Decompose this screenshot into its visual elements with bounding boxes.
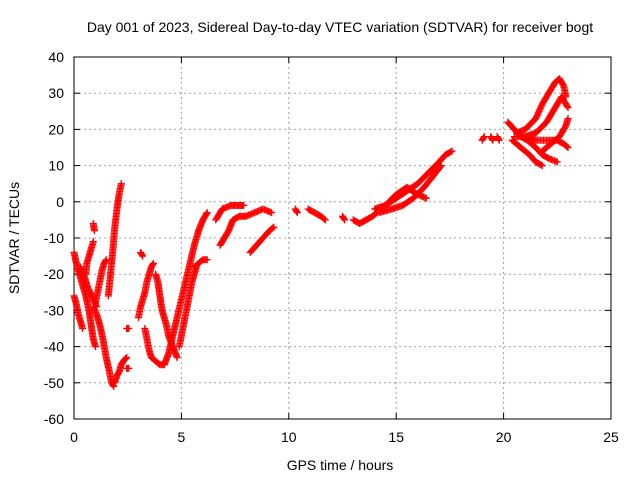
data-point bbox=[489, 136, 497, 144]
data-point bbox=[202, 210, 210, 218]
data-point bbox=[117, 180, 125, 188]
data-point bbox=[293, 209, 301, 217]
y-tick-label: -30 bbox=[44, 302, 64, 318]
y-tick-label: -50 bbox=[44, 375, 64, 391]
data-point bbox=[110, 382, 118, 390]
y-tick-label: -10 bbox=[44, 230, 64, 246]
data-point bbox=[203, 256, 211, 264]
data-point bbox=[480, 133, 488, 141]
y-tick-label: -60 bbox=[44, 411, 64, 427]
data-point bbox=[89, 238, 97, 246]
data-point bbox=[173, 353, 181, 361]
data-point bbox=[102, 257, 110, 265]
x-tick-label: 15 bbox=[388, 429, 404, 445]
y-tick-label: 20 bbox=[48, 121, 64, 137]
data-point bbox=[564, 104, 572, 112]
data-point bbox=[268, 209, 276, 217]
y-axis-label: SDTVAR / TECUs bbox=[6, 182, 22, 294]
data-point bbox=[91, 343, 99, 351]
data-point bbox=[563, 102, 571, 110]
data-point bbox=[320, 215, 328, 223]
data-point bbox=[139, 252, 147, 260]
data-point bbox=[488, 135, 496, 143]
data-point bbox=[436, 163, 444, 171]
data-point bbox=[79, 325, 87, 332]
data-point bbox=[480, 134, 488, 142]
data-point bbox=[269, 224, 277, 232]
x-tick-label: 20 bbox=[496, 429, 512, 445]
chart-title: Day 001 of 2023, Sidereal Day-to-day VTE… bbox=[87, 19, 593, 35]
data-point bbox=[138, 251, 146, 259]
data-point bbox=[203, 209, 211, 217]
data-point bbox=[448, 147, 456, 155]
data-point bbox=[564, 115, 572, 123]
data-points bbox=[70, 75, 572, 390]
data-point bbox=[537, 161, 545, 169]
data-point bbox=[149, 259, 157, 267]
data-point bbox=[321, 216, 329, 224]
data-point bbox=[293, 207, 301, 215]
x-tick-label: 25 bbox=[603, 429, 619, 445]
data-point bbox=[340, 215, 348, 223]
data-point bbox=[122, 354, 130, 362]
data-point bbox=[564, 144, 572, 151]
grid bbox=[74, 57, 611, 419]
x-tick-label: 10 bbox=[281, 429, 297, 445]
axis-ticks: 0 5 10 15 20 25 -60 -50 -40 -30 -20 -10 0 10 20 30 40 bbox=[44, 49, 619, 445]
data-point bbox=[422, 194, 430, 202]
data-point bbox=[563, 143, 571, 151]
y-tick-label: 40 bbox=[48, 49, 64, 65]
data-point bbox=[90, 227, 98, 235]
data-point bbox=[149, 261, 157, 269]
data-point bbox=[553, 158, 561, 166]
y-tick-label: 30 bbox=[48, 85, 64, 101]
data-point bbox=[125, 364, 133, 372]
data-point bbox=[495, 136, 503, 144]
data-point bbox=[240, 201, 248, 209]
x-tick-label: 5 bbox=[178, 429, 186, 445]
data-point bbox=[437, 162, 445, 170]
x-tick-label: 0 bbox=[70, 429, 78, 445]
y-tick-label: -40 bbox=[44, 339, 64, 355]
data-point bbox=[125, 325, 133, 332]
data-point bbox=[123, 353, 131, 361]
y-tick-label: -20 bbox=[44, 266, 64, 282]
y-tick-label: 10 bbox=[48, 158, 64, 174]
data-point bbox=[538, 162, 546, 170]
data-point bbox=[495, 135, 503, 143]
data-point bbox=[447, 148, 455, 156]
x-axis-label: GPS time / hours bbox=[287, 457, 394, 473]
y-tick-label: 0 bbox=[56, 194, 64, 210]
data-point bbox=[341, 216, 349, 224]
data-point bbox=[270, 223, 278, 231]
